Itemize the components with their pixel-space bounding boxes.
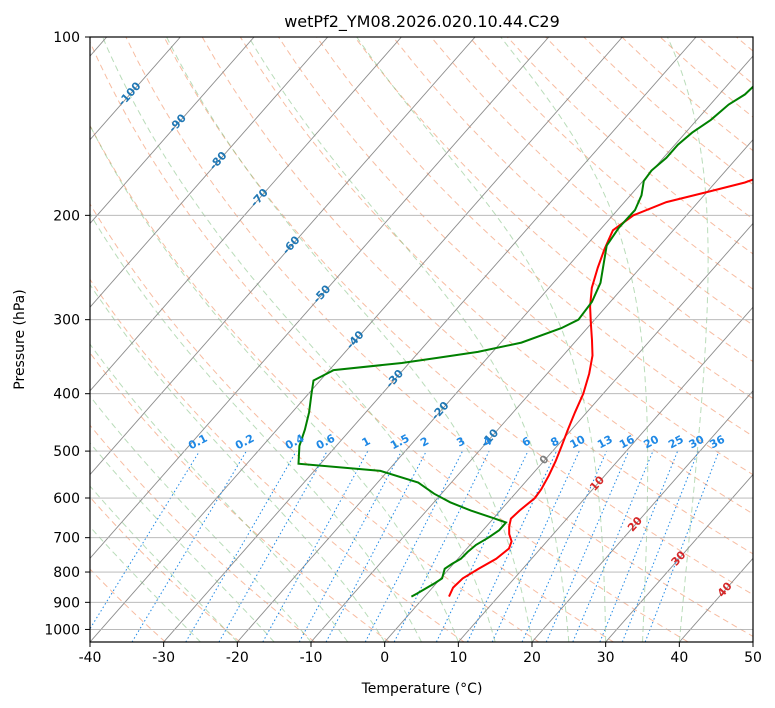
y-tick-label: 300 [53, 313, 80, 329]
mixing-ratio-line [262, 450, 369, 642]
isotherm [90, 37, 623, 642]
moist-adiabat [356, 37, 607, 642]
y-tick-label: 800 [53, 565, 80, 581]
pressure-gridlines [90, 36, 753, 630]
x-tick-label: 10 [449, 650, 467, 666]
moist-adiabat [90, 343, 349, 642]
dry-adiabat [90, 203, 540, 642]
isotherm [605, 473, 753, 642]
x-tick-label: 50 [744, 650, 762, 666]
moist-adiabat [90, 124, 459, 642]
x-tick-label: 20 [523, 650, 541, 666]
dry-adiabat [90, 568, 166, 642]
mixing-ratio-line [491, 450, 580, 642]
mixing-ratio-label: 20 [641, 433, 661, 452]
mixing-ratio-label: 36 [707, 433, 727, 452]
dry-adiabat [430, 37, 753, 326]
mixing-ratio-line [218, 450, 328, 642]
isotherm [457, 306, 753, 642]
isotherm [531, 390, 753, 642]
mixing-ratio-line [467, 450, 557, 642]
y-tick-label: 900 [53, 595, 80, 611]
y-axis-label: Pressure (hPa) [12, 289, 28, 389]
mixing-ratio-label: 10 [568, 433, 588, 452]
temperature-profile-line [448, 178, 753, 598]
moist-adiabat [90, 283, 386, 642]
mixing-ratio-line [185, 450, 297, 642]
plot-area [90, 37, 753, 642]
mixing-ratio-line [435, 450, 529, 642]
y-axis-ticks: 100 200 300 400 500 600 700 800 900 1000 [44, 30, 90, 638]
mixing-ratio-line [131, 450, 247, 642]
dry-adiabat [125, 37, 753, 638]
dry-adiabat [90, 496, 241, 642]
y-tick-label: 400 [53, 387, 80, 403]
moist-adiabat [90, 212, 422, 642]
isotherm [90, 37, 550, 559]
x-tick-label: -10 [300, 650, 323, 666]
profiles [297, 85, 753, 598]
mixing-ratio-line [545, 450, 630, 642]
background-lines [90, 37, 753, 642]
dry-adiabat [468, 37, 753, 290]
moist-adiabat [500, 37, 649, 642]
dry-adiabat [90, 40, 689, 642]
x-axis-label: Temperature (°C) [361, 681, 483, 697]
isotherm [90, 37, 402, 392]
isotherm [236, 55, 753, 642]
moist-adiabat [90, 485, 238, 642]
moist-adiabat [90, 442, 275, 642]
dry-adiabat [90, 278, 465, 642]
moist-adiabat [166, 37, 533, 642]
moist-adiabat [248, 37, 570, 642]
y-tick-label: 1000 [44, 622, 80, 638]
dry-adiabat [392, 37, 753, 363]
x-tick-label: 0 [380, 650, 389, 666]
y-tick-label: 600 [53, 491, 80, 507]
mixing-ratio-label: 30 [687, 433, 707, 452]
x-tick-label: -30 [152, 650, 175, 666]
dewpoint-profile-line [297, 85, 753, 598]
isotherm [90, 37, 329, 308]
isotherm [90, 37, 181, 141]
chart-title: wetPf2_YM08.2026.020.10.44.C29 [284, 12, 560, 32]
moist-adiabat [102, 37, 496, 642]
mixing-ratio-label: 13 [595, 433, 615, 452]
mixing-ratio-label: 25 [666, 433, 686, 452]
isotherm [90, 37, 255, 225]
mixing-ratio-line [521, 450, 608, 642]
isotherm [90, 37, 476, 476]
x-tick-label: -20 [226, 650, 249, 666]
isotherm [752, 641, 753, 642]
y-tick-label: 100 [53, 30, 80, 46]
y-tick-label: 700 [53, 531, 80, 547]
x-axis-ticks: -40 -30 -20 -10 0 10 20 30 40 50 [79, 642, 762, 666]
dry-adiabat [90, 424, 316, 642]
x-tick-label: -40 [79, 650, 102, 666]
y-tick-label: 500 [53, 444, 80, 460]
isotherm [163, 37, 697, 642]
isotherm [384, 222, 753, 642]
y-tick-label: 200 [53, 208, 80, 224]
plot-frame [89, 36, 754, 643]
isotherm [310, 139, 753, 642]
mixing-ratio-line [90, 450, 200, 630]
mixing-ratio-line [298, 450, 402, 642]
x-tick-label: 30 [597, 650, 615, 666]
moist-adiabat [667, 37, 709, 642]
x-tick-label: 40 [670, 650, 688, 666]
mixing-ratio-label: 16 [617, 433, 637, 452]
mixing-ratio-line [572, 450, 654, 642]
